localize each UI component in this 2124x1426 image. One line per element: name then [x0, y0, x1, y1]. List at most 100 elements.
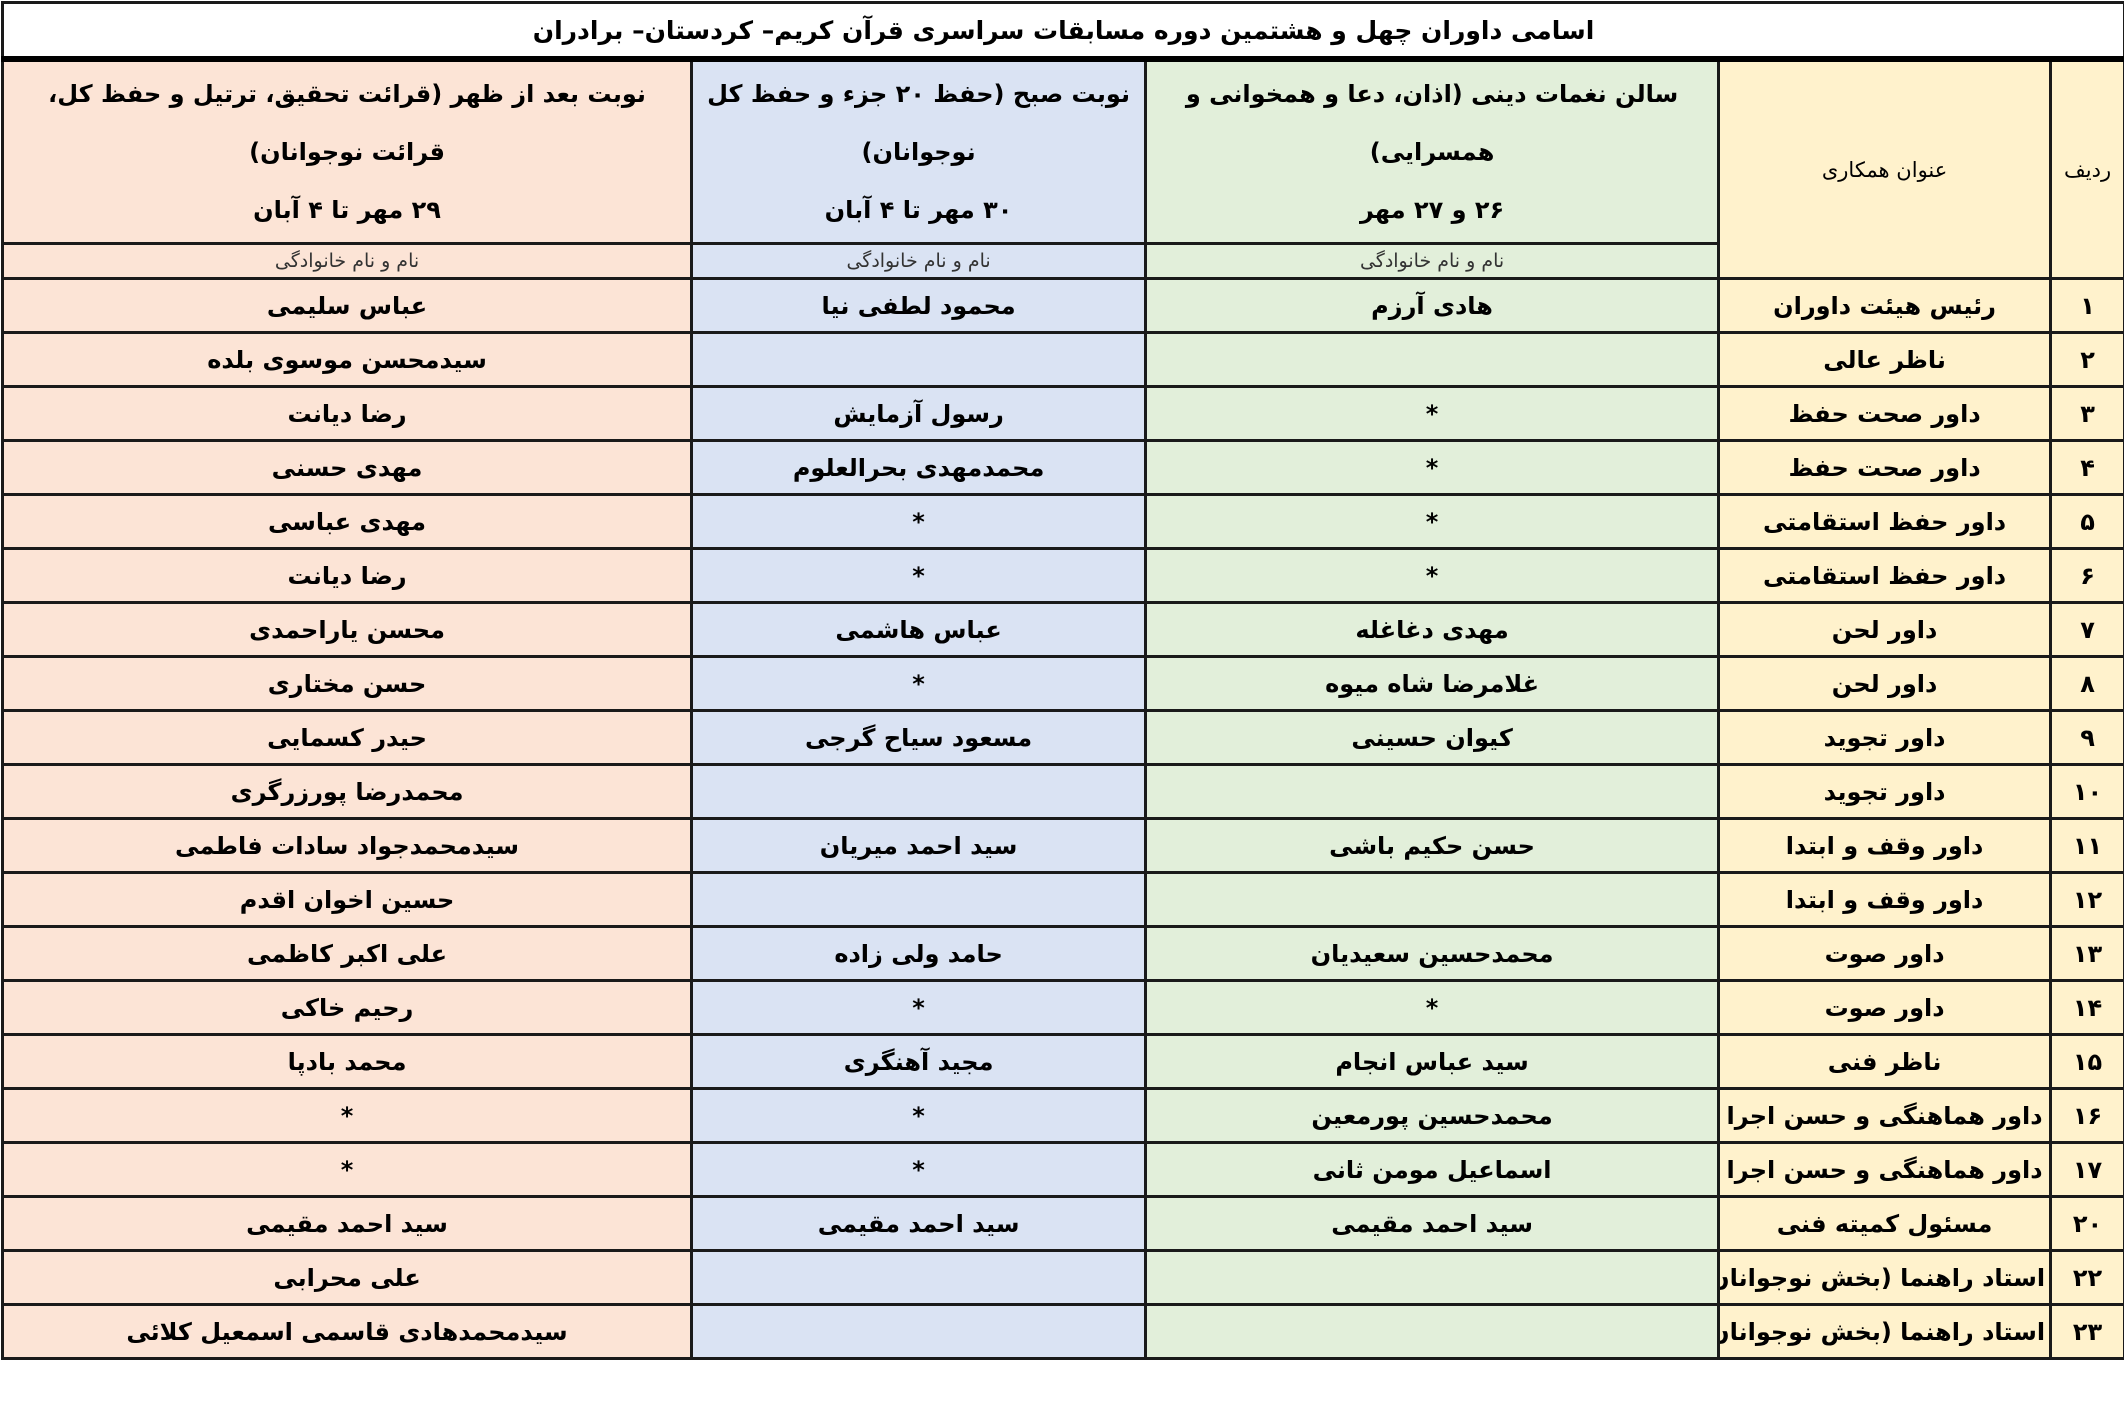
- cell-morning: مجید آهنگری: [690, 1033, 1148, 1090]
- cell-row-number: ۱۷: [2049, 1141, 2124, 1198]
- cell-morning: سید احمد میریان: [690, 817, 1148, 874]
- cell-row-number: ۲۲: [2049, 1249, 2124, 1306]
- cell-morning: سید احمد مقیمی: [690, 1195, 1148, 1252]
- cell-morning: [690, 763, 1148, 820]
- cell-hall: اسماعیل مومن ثانی: [1144, 1141, 1721, 1198]
- cell-hall: [1144, 763, 1721, 820]
- header-role: عنوان همکاری: [1717, 57, 2053, 280]
- cell-morning: [690, 871, 1148, 928]
- header-afternoon-title: نوبت بعد از ظهر (قرائت تحقیق، ترتیل و حف…: [48, 80, 646, 166]
- cell-hall: *: [1144, 547, 1721, 604]
- table-row: ۱۶ داور هماهنگی و حسن اجرا محمدحسین پورمعی…: [0, 1087, 2124, 1144]
- header-morning-dates: ۳۰ مهر تا ۴ آبان: [824, 196, 1013, 224]
- table-row: ۲۳ استاد راهنما (بخش نوجوانان) سیدمحمدهادی…: [0, 1303, 2124, 1360]
- table-row: ۱۵ ناظر فنی سید عباس انجام مجید آهنگری محمد …: [0, 1033, 2124, 1090]
- cell-row-number: ۸: [2049, 655, 2124, 712]
- cell-role: داور صحت حفظ: [1717, 439, 2053, 496]
- cell-afternoon: مهدی عباسی: [0, 493, 694, 550]
- cell-morning: *: [690, 979, 1148, 1036]
- cell-afternoon: محمد بادپا: [0, 1033, 694, 1090]
- cell-hall: *: [1144, 979, 1721, 1036]
- cell-role: داور صوت: [1717, 979, 2053, 1036]
- cell-afternoon: حسن مختاری: [0, 655, 694, 712]
- cell-morning: [690, 1249, 1148, 1306]
- cell-morning: حامد ولی زاده: [690, 925, 1148, 982]
- cell-role: داور هماهنگی و حسن اجرا: [1717, 1141, 2053, 1198]
- table-row: ۱۳ داور صوت محمدحسین سعیدیان حامد ولی زاده ع…: [0, 925, 2124, 982]
- cell-afternoon: رضا دیانت: [0, 547, 694, 604]
- cell-role: داور تجوید: [1717, 709, 2053, 766]
- subheader-hall-name: نام و نام خانوادگی: [1144, 242, 1721, 280]
- table-row: ۱۱ داور وقف و ابتدا حسن حکیم باشی سید احمد …: [0, 817, 2124, 874]
- cell-afternoon: سید احمد مقیمی: [0, 1195, 694, 1252]
- cell-afternoon: رحیم خاکی: [0, 979, 694, 1036]
- cell-afternoon: سیدمحمدجواد سادات فاطمی: [0, 817, 694, 874]
- cell-afternoon: حسین اخوان اقدم: [0, 871, 694, 928]
- cell-morning: محمود لطفی نیا: [690, 277, 1148, 334]
- table-row: ۱۷ داور هماهنگی و حسن اجرا اسماعیل مومن ثا…: [0, 1141, 2124, 1198]
- cell-row-number: ۱: [2049, 277, 2124, 334]
- cell-hall: محمدحسین پورمعین: [1144, 1087, 1721, 1144]
- table-row: ۳ داور صحت حفظ * رسول آزمایش رضا دیانت: [0, 385, 2124, 442]
- cell-afternoon: محسن یاراحمدی: [0, 601, 694, 658]
- cell-hall: هادی آرزم: [1144, 277, 1721, 334]
- subheader-morning-name: نام و نام خانوادگی: [690, 242, 1148, 280]
- header-hall-title: سالن نغمات دینی (اذان، دعا و همخوانی و ه…: [1185, 80, 1679, 166]
- cell-role: مسئول کمیته فنی: [1717, 1195, 2053, 1252]
- header-hall-dates: ۲۶ و ۲۷ مهر: [1359, 196, 1505, 224]
- cell-hall: سید احمد مقیمی: [1144, 1195, 1721, 1252]
- cell-morning: *: [690, 547, 1148, 604]
- subheader-afternoon-name: نام و نام خانوادگی: [0, 242, 694, 280]
- cell-afternoon: علی اکبر کاظمی: [0, 925, 694, 982]
- cell-afternoon: سیدمحمدهادی قاسمی اسمعیل کلائی: [0, 1303, 694, 1360]
- cell-role: داور صحت حفظ: [1717, 385, 2053, 442]
- cell-row-number: ۹: [2049, 709, 2124, 766]
- cell-row-number: ۱۲: [2049, 871, 2124, 928]
- table-row: ۲۲ استاد راهنما (بخش نوجوانان) علی محرابی: [0, 1249, 2124, 1306]
- cell-hall: [1144, 871, 1721, 928]
- cell-row-number: ۴: [2049, 439, 2124, 496]
- cell-morning: مسعود سیاح گرجی: [690, 709, 1148, 766]
- cell-row-number: ۱۱: [2049, 817, 2124, 874]
- table-row: ۵ داور حفظ استقامتی * * مهدی عباسی: [0, 493, 2124, 550]
- cell-role: استاد راهنما (بخش نوجوانان): [1717, 1303, 2053, 1360]
- cell-morning: عباس هاشمی: [690, 601, 1148, 658]
- cell-morning: محمدمهدی بحرالعلوم: [690, 439, 1148, 496]
- cell-afternoon: عباس سلیمی: [0, 277, 694, 334]
- table-row: ۱۴ داور صوت * * رحیم خاکی: [0, 979, 2124, 1036]
- cell-morning: [690, 331, 1148, 388]
- cell-row-number: ۵: [2049, 493, 2124, 550]
- cell-afternoon: محمدرضا پورزرگری: [0, 763, 694, 820]
- cell-row-number: ۶: [2049, 547, 2124, 604]
- cell-row-number: ۲۳: [2049, 1303, 2124, 1360]
- title-row: اسامی داوران چهل و هشتمین دوره مسابقات س…: [0, 1, 2124, 62]
- table-row: ۷ داور لحن مهدی دغاغله عباس هاشمی محسن یاراح…: [0, 601, 2124, 658]
- cell-role: داور لحن: [1717, 655, 2053, 712]
- table-row: ۶ داور حفظ استقامتی * * رضا دیانت: [0, 547, 2124, 604]
- cell-role: داور لحن: [1717, 601, 2053, 658]
- cell-row-number: ۲: [2049, 331, 2124, 388]
- cell-morning: *: [690, 1141, 1148, 1198]
- cell-hall: سید عباس انجام: [1144, 1033, 1721, 1090]
- cell-hall: *: [1144, 439, 1721, 496]
- cell-afternoon: *: [0, 1087, 694, 1144]
- header-afternoon-dates: ۲۹ مهر تا ۴ آبان: [253, 196, 441, 224]
- table-row: ۱۰ داور تجوید محمدرضا پورزرگری: [0, 763, 2124, 820]
- cell-role: داور حفظ استقامتی: [1717, 547, 2053, 604]
- cell-row-number: ۱۶: [2049, 1087, 2124, 1144]
- cell-role: داور صوت: [1717, 925, 2053, 982]
- header-afternoon: نوبت بعد از ظهر (قرائت تحقیق، ترتیل و حف…: [0, 57, 694, 245]
- cell-role: رئیس هیئت داوران: [1717, 277, 2053, 334]
- cell-role: داور وقف و ابتدا: [1717, 871, 2053, 928]
- cell-afternoon: حیدر کسمایی: [0, 709, 694, 766]
- cell-morning: *: [690, 1087, 1148, 1144]
- table-row: ۱۲ داور وقف و ابتدا حسین اخوان اقدم: [0, 871, 2124, 928]
- cell-role: ناظر عالی: [1717, 331, 2053, 388]
- table-row: ۲۰ مسئول کمیته فنی سید احمد مقیمی سید احمد …: [0, 1195, 2124, 1252]
- cell-afternoon: علی محرابی: [0, 1249, 694, 1306]
- cell-afternoon: رضا دیانت: [0, 385, 694, 442]
- cell-afternoon: *: [0, 1141, 694, 1198]
- cell-role: داور حفظ استقامتی: [1717, 493, 2053, 550]
- cell-row-number: ۷: [2049, 601, 2124, 658]
- cell-row-number: ۳: [2049, 385, 2124, 442]
